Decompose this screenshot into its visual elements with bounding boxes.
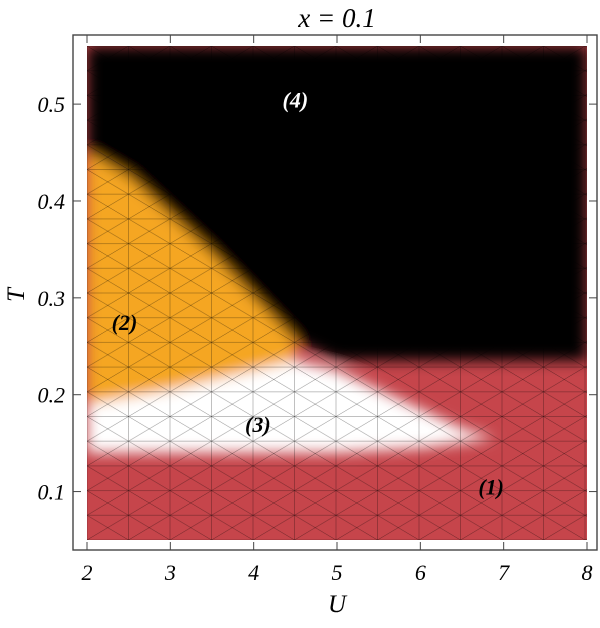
x-axis-label: U bbox=[328, 591, 348, 618]
x-tick-label: 7 bbox=[498, 560, 510, 585]
y-tick-label: 0.1 bbox=[38, 480, 66, 505]
plot-frame bbox=[72, 34, 598, 551]
region-label: (4) bbox=[283, 87, 309, 112]
region-label: (1) bbox=[478, 475, 504, 500]
x-tick-label: 6 bbox=[415, 560, 426, 585]
y-axis-label: T bbox=[3, 286, 30, 302]
plot-area bbox=[87, 46, 587, 540]
x-tick-label: 3 bbox=[164, 560, 176, 585]
x-tick-label: 8 bbox=[582, 560, 593, 585]
region-label: (3) bbox=[245, 412, 271, 437]
region-label: (2) bbox=[112, 310, 138, 335]
mesh-overlay bbox=[87, 46, 587, 540]
y-axis-ticks: 0.1 0.2 0.3 0.4 0.5 bbox=[38, 92, 597, 505]
x-axis-ticks: 2 3 4 5 6 7 8 bbox=[82, 35, 593, 585]
chart-title: x = 0.1 bbox=[297, 3, 375, 33]
region-labels: (1) (2) (3) (4) bbox=[112, 87, 504, 499]
y-tick-label: 0.4 bbox=[38, 189, 66, 214]
y-tick-label: 0.3 bbox=[38, 286, 66, 311]
y-tick-label: 0.2 bbox=[38, 383, 66, 408]
x-tick-label: 2 bbox=[82, 560, 93, 585]
x-tick-label: 5 bbox=[332, 560, 343, 585]
y-tick-label: 0.5 bbox=[38, 92, 66, 117]
x-tick-label: 4 bbox=[248, 560, 259, 585]
